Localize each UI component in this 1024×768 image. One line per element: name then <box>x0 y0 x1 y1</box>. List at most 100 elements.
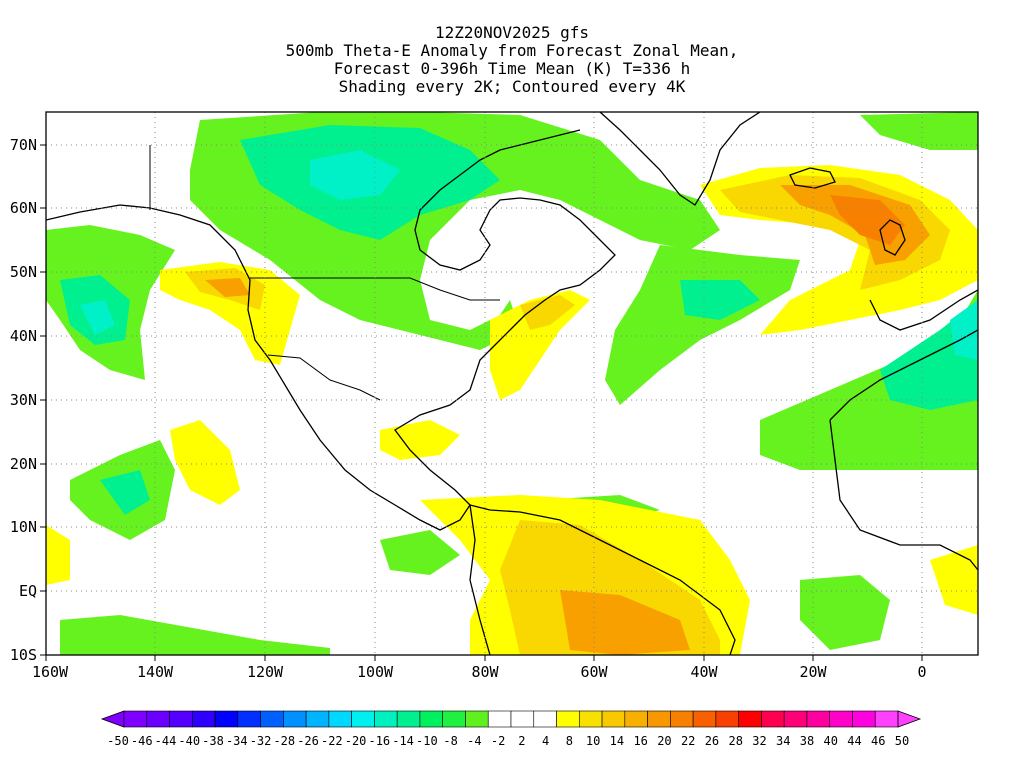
colorbar-label: -4 <box>467 734 481 748</box>
axis-ticks <box>40 144 923 661</box>
colorbar-swatch <box>419 710 444 728</box>
shade-satl-green <box>800 575 890 650</box>
x-tick-label: 160W <box>32 663 69 681</box>
x-tick-label: 80W <box>471 663 499 681</box>
shade-eus-yellow <box>490 290 590 400</box>
shade-africa-green <box>760 290 978 470</box>
colorbar-swatch <box>123 710 148 728</box>
colorbar-swatch <box>328 710 352 728</box>
colorbar-label: 20 <box>657 734 671 748</box>
colorbar-label: -38 <box>202 734 224 748</box>
colorbar-swatch <box>237 710 261 728</box>
colorbar: -50 -46 -44 -40 -38 -34 -32 -28 -26 -22 -20 -16 -14-… <box>100 710 922 748</box>
title-line-4: Shading every 2K; Contoured every 4K <box>338 77 686 96</box>
colorbar-label: -20 <box>345 734 367 748</box>
colorbar-swatch <box>510 710 535 728</box>
border-us-mexico <box>267 354 381 401</box>
colorbar-swatch <box>396 710 421 728</box>
colorbar-label: 44 <box>847 734 861 748</box>
colorbar-label: 2 <box>518 734 525 748</box>
x-tick-label: 40W <box>690 663 718 681</box>
x-tick-label: 120W <box>247 663 284 681</box>
shade-eus-gold <box>520 295 575 330</box>
coast-south-america <box>469 504 736 655</box>
colorbar-label: 4 <box>542 734 549 748</box>
colorbar-label: -28 <box>273 734 295 748</box>
colorbar-swatch <box>647 710 671 728</box>
colorbar-swatch <box>191 710 216 728</box>
shade-tpac-green-3 <box>60 615 330 655</box>
colorbar-swatch <box>351 710 375 728</box>
colorbar-label: 32 <box>752 734 766 748</box>
colorbar-swatch <box>578 710 603 728</box>
plot-title: 12Z20NOV2025 gfs 500mb Theta-E Anomaly f… <box>0 24 1024 96</box>
coast-north-america <box>46 129 616 531</box>
colorbar-swatch <box>214 710 239 728</box>
coast-iceland <box>789 167 836 189</box>
shade-africa-cyan <box>950 300 978 360</box>
shade-canada-cyan <box>310 150 400 200</box>
colorbar-label: 14 <box>610 734 624 748</box>
title-line-1: 12Z20NOV2025 gfs <box>434 23 590 42</box>
colorbar-label: -2 <box>491 734 505 748</box>
colorbar-label: 10 <box>586 734 600 748</box>
colorbar-label: 46 <box>871 734 885 748</box>
coastlines <box>46 112 978 655</box>
shade-wus-orange <box>205 278 250 297</box>
y-tick-label: 60N <box>10 199 37 217</box>
colorbar-swatch <box>487 710 512 728</box>
x-tick-label: 100W <box>357 663 394 681</box>
y-tick-label: EQ <box>19 582 37 600</box>
graticule <box>46 112 978 655</box>
y-tick-label: 40N <box>10 327 37 345</box>
coast-africa <box>829 419 978 571</box>
y-tick-label: 70N <box>10 136 37 154</box>
colorbar-label: 28 <box>728 734 742 748</box>
colorbar-label: 26 <box>705 734 719 748</box>
colorbar-swatch <box>852 710 876 728</box>
colorbar-label: -10 <box>416 734 438 748</box>
colorbar-swatch <box>305 710 330 728</box>
colorbar-swatch <box>374 710 398 728</box>
colorbar-label: 38 <box>800 734 814 748</box>
colorbar-label: 8 <box>566 734 573 748</box>
colorbar-swatch <box>874 710 899 728</box>
colorbar-label: 22 <box>681 734 695 748</box>
shade-gulf-yellow <box>380 420 460 460</box>
colorbar-label: -16 <box>368 734 390 748</box>
colorbar-arrow-low <box>100 710 125 728</box>
colorbar-swatch <box>169 710 193 728</box>
y-tick-label: 20N <box>10 455 37 473</box>
shade-atlantic-green <box>605 245 800 405</box>
colorbar-swatch <box>465 710 489 728</box>
colorbar-swatch <box>715 710 739 728</box>
shade-npacific-cyan <box>80 300 115 335</box>
shade-tpac-green-2 <box>380 530 460 575</box>
coast-greenland <box>599 112 761 206</box>
colorbar-swatch <box>283 710 307 728</box>
y-tick-label: 10S <box>10 646 37 664</box>
border-us-canada <box>250 277 500 301</box>
colorbar-label: 50 <box>895 734 909 748</box>
colorbar-label: -22 <box>321 734 343 748</box>
colorbar-swatch <box>783 710 808 728</box>
anomaly-shading <box>46 112 978 655</box>
colorbar-swatch <box>806 710 831 728</box>
shade-sa-orange <box>560 590 690 655</box>
colorbar-label: -14 <box>392 734 414 748</box>
colorbar-label: -40 <box>178 734 200 748</box>
colorbar-label: 16 <box>633 734 647 748</box>
title-line-3: Forecast 0-396h Time Mean (K) T=336 h <box>333 59 691 78</box>
shade-atlantic-teal <box>680 280 760 320</box>
coast-europe <box>829 219 978 421</box>
shade-epac-yellow <box>170 420 240 505</box>
colorbar-swatch <box>829 710 853 728</box>
shade-wafrica-yellow <box>930 545 978 615</box>
y-axis-labels: 70N 60N 50N 40N 30N 20N 10N EQ 10S <box>10 136 37 664</box>
x-axis-labels: 160W 140W 120W 100W 80W 60W 40W 20W 0 <box>32 663 927 681</box>
colorbar-swatch <box>146 710 170 728</box>
colorbar-swatch <box>601 710 626 728</box>
colorbar-label: -26 <box>297 734 319 748</box>
colorbar-label: -44 <box>155 734 177 748</box>
